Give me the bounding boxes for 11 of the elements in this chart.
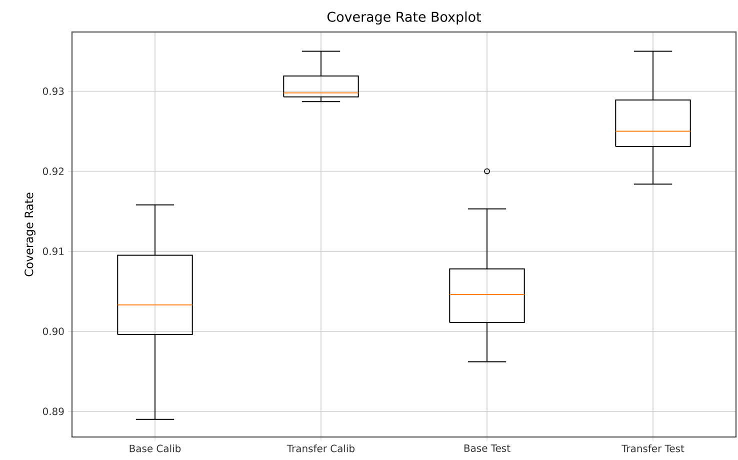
- y-tick-label: 0.89: [42, 408, 64, 416]
- chart-title: Coverage Rate Boxplot: [327, 11, 482, 24]
- y-tick-label: 0.92: [42, 167, 64, 176]
- x-tick-label: Transfer Test: [622, 444, 684, 452]
- x-tick-label: Base Test: [464, 444, 510, 452]
- y-axis-title: Coverage Rate: [24, 192, 36, 276]
- y-tick-label: 0.90: [42, 328, 64, 336]
- x-tick-label: Base Calib: [130, 444, 181, 452]
- y-tick-label: 0.91: [42, 248, 64, 256]
- x-tick-label: Transfer Calib: [286, 444, 355, 452]
- y-tick-label: 0.93: [42, 87, 64, 95]
